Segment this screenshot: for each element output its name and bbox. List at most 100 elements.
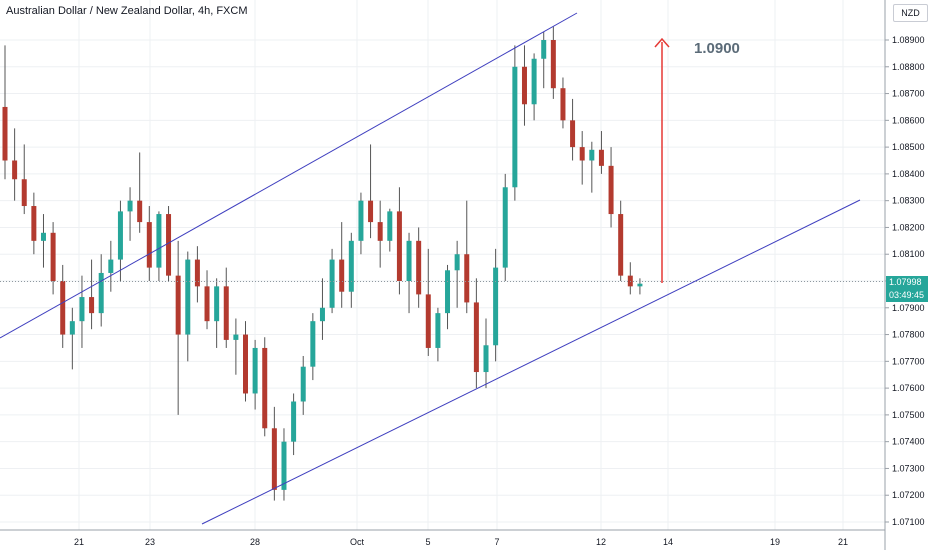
- candle-body: [252, 347, 258, 394]
- candle: [310, 313, 316, 381]
- candle: [637, 278, 643, 295]
- candle: [598, 131, 604, 174]
- candle-body: [560, 88, 566, 121]
- currency-button[interactable]: NZD: [893, 4, 928, 22]
- candle-body: [348, 240, 354, 292]
- candle-body: [60, 281, 66, 335]
- candle: [550, 26, 556, 99]
- candle-body: [166, 214, 172, 276]
- candle: [521, 45, 527, 126]
- y-tick-label: 1.08600: [892, 115, 925, 125]
- candle-body: [579, 147, 585, 161]
- candle: [339, 222, 345, 308]
- candle: [329, 248, 335, 314]
- x-tick-label: 12: [596, 537, 606, 547]
- candle-body: [98, 272, 104, 314]
- candle: [12, 128, 18, 201]
- candle-body: [146, 222, 152, 268]
- candle-body: [608, 165, 614, 215]
- candle-body: [79, 297, 85, 322]
- candle: [98, 254, 104, 327]
- candle: [60, 264, 66, 348]
- candle: [570, 98, 576, 161]
- candle: [31, 192, 37, 255]
- candle: [50, 222, 56, 295]
- candle-body: [262, 347, 268, 429]
- candle: [589, 141, 595, 193]
- candle: [396, 187, 402, 295]
- symbol-title: Australian Dollar / New Zealand Dollar, …: [6, 5, 248, 17]
- candle-body: [300, 366, 306, 402]
- candle: [358, 192, 364, 255]
- candle: [262, 337, 268, 437]
- candle-body: [233, 334, 239, 340]
- y-tick-label: 1.07800: [892, 330, 925, 340]
- candle: [137, 152, 143, 233]
- candle: [435, 307, 441, 362]
- candle: [21, 144, 27, 215]
- candle-body: [89, 297, 95, 314]
- candle: [579, 131, 585, 185]
- candle-body: [271, 428, 277, 490]
- y-tick-label: 1.07600: [892, 383, 925, 393]
- y-tick-label: 1.08200: [892, 222, 925, 232]
- candle: [194, 246, 200, 303]
- candle: [368, 144, 374, 239]
- bar-countdown: 03:49:45: [889, 290, 925, 300]
- candle-body: [204, 286, 210, 322]
- candle-body: [541, 40, 547, 59]
- x-tick-label: 28: [250, 537, 260, 547]
- candle-body: [570, 120, 576, 148]
- candle-body: [445, 270, 451, 314]
- candle-body: [175, 275, 181, 335]
- y-tick-label: 1.07500: [892, 410, 925, 420]
- y-tick-label: 1.07700: [892, 356, 925, 366]
- candle: [252, 339, 258, 410]
- candle-body: [127, 200, 133, 212]
- y-tick-label: 1.08700: [892, 89, 925, 99]
- candle-body: [108, 259, 114, 273]
- y-tick-label: 1.07900: [892, 303, 925, 313]
- candle-body: [185, 259, 191, 335]
- candle: [146, 206, 152, 281]
- candle: [89, 259, 95, 330]
- candle: [416, 227, 422, 308]
- candle-body: [627, 275, 633, 287]
- channel-upper-line: [0, 12, 578, 339]
- candle: [608, 147, 614, 228]
- candle-body: [21, 179, 27, 207]
- candle: [387, 208, 393, 252]
- candle-body: [339, 259, 345, 292]
- candle-body: [637, 283, 643, 287]
- candle: [464, 200, 470, 314]
- candle-body: [319, 307, 325, 322]
- candle-body: [156, 214, 162, 268]
- candle-body: [406, 240, 412, 281]
- candle: [108, 240, 114, 292]
- y-tick-label: 1.07200: [892, 490, 925, 500]
- candle: [243, 321, 248, 402]
- candle: [483, 318, 489, 389]
- candle-body: [117, 211, 123, 260]
- candle: [79, 275, 85, 348]
- x-tick-label: 21: [74, 537, 84, 547]
- candle: [425, 248, 431, 356]
- candle: [291, 393, 297, 456]
- x-tick-label: 7: [494, 537, 499, 547]
- candle: [69, 307, 75, 370]
- candle-body: [493, 267, 499, 346]
- candle: [560, 77, 566, 129]
- candle-body: [425, 294, 431, 348]
- candle: [493, 248, 499, 362]
- candle: [406, 232, 412, 314]
- candle: [117, 200, 123, 281]
- candle: [2, 45, 8, 180]
- x-tick-label: 21: [838, 537, 848, 547]
- candle-body: [291, 401, 297, 442]
- candle-body: [137, 200, 143, 223]
- y-tick-label: 1.07400: [892, 437, 925, 447]
- candle: [185, 251, 191, 362]
- candle: [281, 428, 287, 501]
